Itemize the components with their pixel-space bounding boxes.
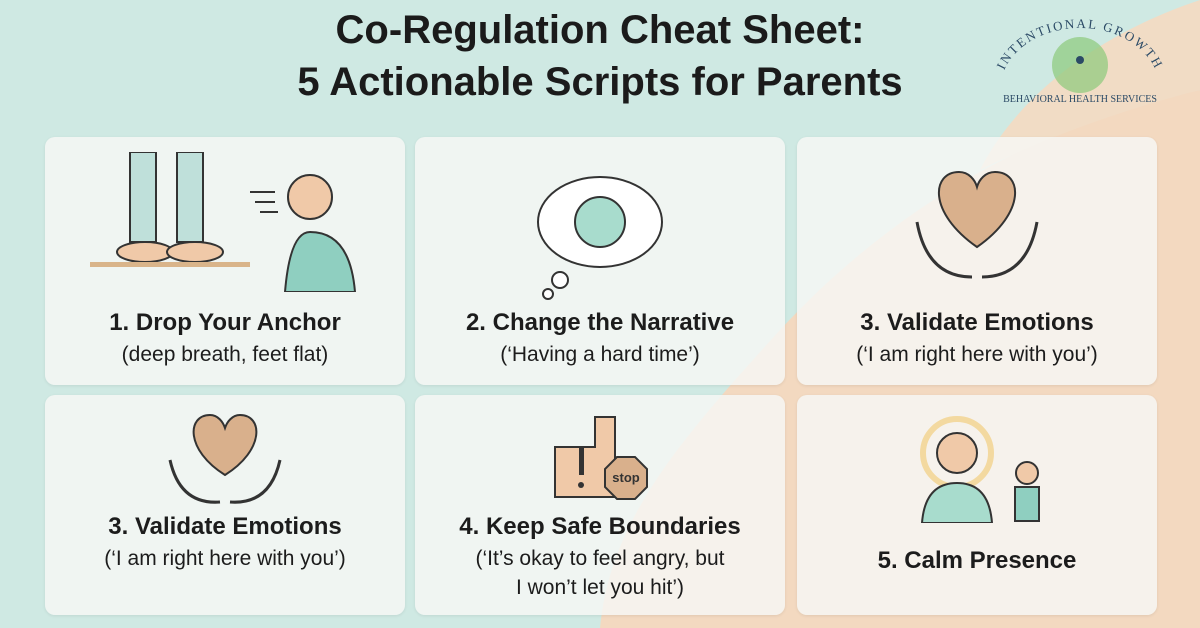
card-icon bbox=[907, 162, 1047, 287]
icon-shape bbox=[920, 481, 994, 524]
icon-shape bbox=[578, 482, 584, 488]
icon-shape: stop bbox=[554, 416, 648, 500]
icon-shape bbox=[537, 176, 663, 300]
icon-shape bbox=[168, 459, 282, 504]
icon-shape bbox=[192, 413, 258, 477]
card-subtitle: (‘Having a hard time’) bbox=[500, 343, 700, 366]
card-icon bbox=[520, 162, 680, 307]
card-subtitle: (‘I am right here with you’) bbox=[104, 547, 346, 570]
icon-shape bbox=[116, 241, 174, 263]
icon-shape bbox=[287, 174, 333, 220]
icon-shape bbox=[283, 230, 357, 293]
icon-shape bbox=[604, 456, 648, 500]
logo: INTENTIONAL GROWTH BEHAVIORAL HEALTH SER… bbox=[993, 16, 1164, 105]
icon-shape bbox=[176, 151, 204, 243]
icon-shape bbox=[166, 241, 224, 263]
card-icon bbox=[887, 413, 1067, 528]
card-icon bbox=[165, 410, 285, 510]
icon-shape bbox=[936, 432, 978, 474]
card-title: 3. Validate Emotions bbox=[108, 513, 342, 540]
icon-shape bbox=[129, 151, 157, 243]
icon-shape bbox=[554, 416, 616, 498]
logo-tagline: BEHAVIORAL HEALTH SERVICES bbox=[1003, 94, 1157, 105]
title-line: 5 Actionable Scripts for Parents bbox=[297, 60, 903, 104]
card-subtitle: I won’t let you hit’) bbox=[515, 576, 685, 599]
logo-dot bbox=[1076, 56, 1084, 64]
card-subtitle: (‘It’s okay to feel angry, but bbox=[475, 547, 725, 570]
card-title: 5. Calm Presence bbox=[877, 547, 1077, 574]
card: 3. Validate Emotions (‘I am right here wi… bbox=[45, 395, 405, 615]
icon-shape bbox=[920, 416, 1040, 524]
stop-sign-text: stop bbox=[612, 470, 640, 485]
icon-shape bbox=[915, 170, 1039, 279]
card: 3. Validate Emotions (‘I am right here wi… bbox=[797, 137, 1157, 385]
card-icon bbox=[85, 151, 365, 297]
icon-shape bbox=[938, 170, 1016, 249]
title-line: Co-Regulation Cheat Sheet: bbox=[335, 8, 865, 52]
icon-shape bbox=[250, 191, 278, 213]
icon-shape bbox=[542, 288, 554, 300]
icon-shape bbox=[915, 221, 1039, 279]
icon-shape bbox=[1015, 461, 1039, 485]
icon-shape bbox=[574, 196, 626, 248]
icon-shape bbox=[579, 447, 584, 475]
card-title: 1. Drop Your Anchor bbox=[109, 309, 341, 336]
icon-shape bbox=[168, 413, 282, 504]
card: 1. Drop Your Anchor (deep breath, feet fl… bbox=[45, 137, 405, 385]
card-icon: stop bbox=[535, 407, 665, 512]
card-title: 4. Keep Safe Boundaries bbox=[459, 513, 741, 540]
icon-shape bbox=[90, 151, 357, 293]
card-title: 2. Change the Narrative bbox=[465, 309, 735, 336]
card-subtitle: (‘I am right here with you’) bbox=[856, 343, 1098, 366]
card-title: 3. Validate Emotions bbox=[860, 309, 1094, 336]
icon-shape bbox=[551, 271, 569, 289]
card: stop 4. Keep Safe Boundaries (‘It’s okay t… bbox=[415, 395, 785, 615]
card-subtitle: (deep breath, feet flat) bbox=[121, 343, 329, 366]
icon-shape bbox=[1014, 486, 1040, 522]
card: 2. Change the Narrative (‘Having a hard t… bbox=[415, 137, 785, 385]
icon-shape bbox=[90, 262, 250, 267]
logo-tree bbox=[1052, 37, 1108, 93]
card: 5. Calm Presence bbox=[797, 395, 1157, 615]
